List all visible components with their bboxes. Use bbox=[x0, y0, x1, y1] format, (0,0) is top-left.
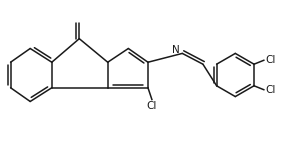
Text: Cl: Cl bbox=[147, 101, 157, 111]
Text: Cl: Cl bbox=[266, 85, 276, 95]
Text: N: N bbox=[172, 45, 179, 55]
Text: Cl: Cl bbox=[266, 55, 276, 65]
